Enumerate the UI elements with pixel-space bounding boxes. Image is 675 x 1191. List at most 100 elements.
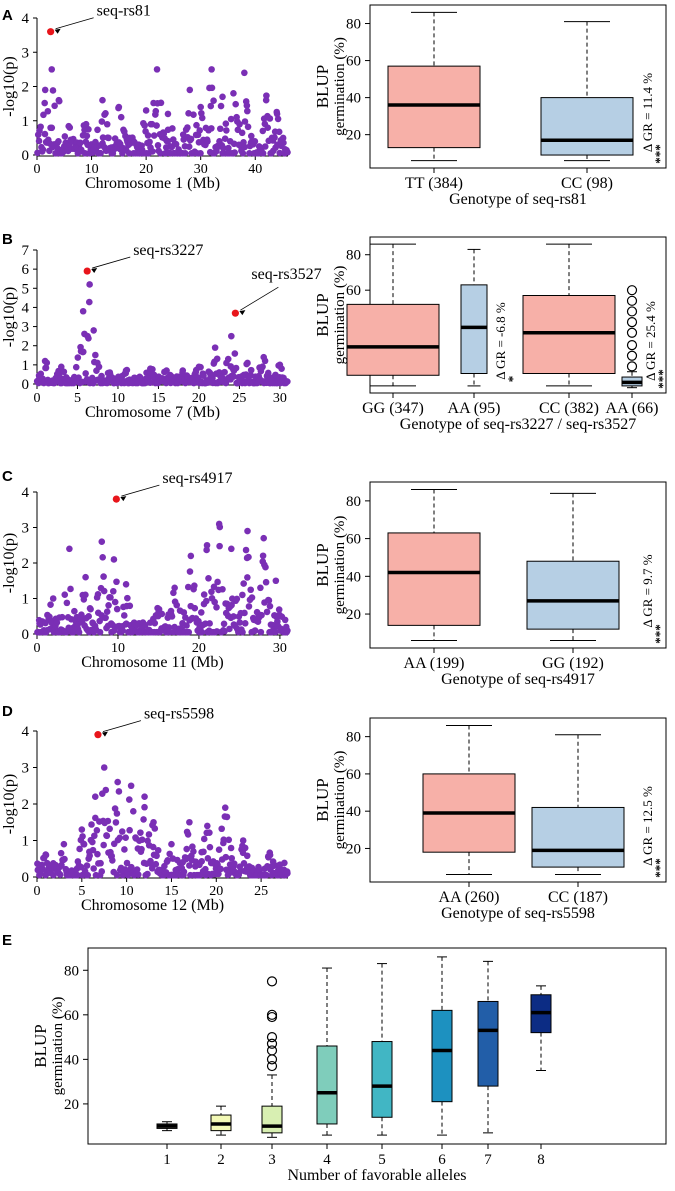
chr-chromosome-12-mb-snp-point: [144, 870, 151, 878]
chr-chromosome-11-mb-snp-point: [257, 628, 265, 636]
chr-chromosome-7-mb-snp-point: [231, 350, 239, 357]
chr-chromosome-7-mb-peak-point-seq-rs3227: [83, 267, 91, 275]
chr-chromosome-11-mb-snp-point: [241, 609, 248, 617]
chr-chromosome-11-mb-snp-point: [100, 587, 108, 595]
chr-chromosome-12-mb-snp-point: [190, 848, 197, 855]
box-genotype-of-seq-rs81-group-tt-384-x-label: TT (384): [405, 175, 463, 192]
chr-chromosome-11-mb-snp-point: [85, 613, 92, 620]
chr-chromosome-11-mb-snp-point: [260, 534, 268, 542]
chr-chromosome-7-mb-snp-point: [146, 379, 154, 386]
chr-chromosome-11-mb-snp-point: [63, 599, 71, 607]
box-number-of-favorable-alleles-group-1-x-label: 1: [163, 1152, 171, 1168]
chr-chromosome-11-mb-peak-arrow-seq-rs4917: [121, 484, 160, 497]
chr-chromosome-1-mb-snp-point: [225, 144, 232, 152]
chr-chromosome-12-mb-snp-point: [97, 859, 104, 867]
chr-chromosome-11-mb-snp-point: [248, 594, 256, 601]
chr-chromosome-11-mb-snp-point: [141, 621, 149, 629]
chr-chromosome-1-mb-snp-point: [220, 144, 227, 152]
chr-chromosome-11-mb-snp-point: [168, 613, 176, 620]
chr-chromosome-12-mb-snp-point: [141, 793, 148, 800]
chr-chromosome-12-mb-snp-point: [200, 848, 207, 856]
box-number-of-favorable-alleles-group-5-x-label: 5: [378, 1152, 386, 1168]
box-number-of-favorable-alleles-group-3-outlier: [266, 1009, 278, 1020]
box-genotype-of-seq-rs3227-seq-rs3527-y-tick-label: 80: [346, 248, 361, 264]
chr-chromosome-12-mb-x-tick-label: 5: [78, 884, 85, 899]
chr-chromosome-12-mb-snp-point: [228, 854, 236, 862]
chr-chromosome-1-mb-snp-point: [150, 132, 158, 139]
box-genotype-of-seq-rs5598-y-tick-label: 80: [346, 730, 361, 746]
chr-chromosome-12-mb-snp-point: [281, 859, 288, 867]
chr-chromosome-12-mb-y-tick-label: 4: [22, 724, 30, 740]
box-number-of-favorable-alleles-y-tick-label: 60: [64, 1008, 79, 1024]
box-number-of-favorable-alleles-group-2: [210, 1105, 232, 1136]
chr-chromosome-12-mb-snp-point: [133, 866, 141, 873]
chr-chromosome-11-mb-snp-point: [173, 601, 181, 609]
box-number-of-favorable-alleles-group-4-x-label: 4: [323, 1152, 331, 1168]
box-genotype-of-seq-rs5598-significance-0: ***: [652, 858, 667, 878]
chr-chromosome-11-mb-snp-point: [191, 604, 199, 612]
chr-chromosome-11-mb-snp-point: [151, 619, 159, 627]
box-number-of-favorable-alleles-group-3-outlier: [266, 1038, 278, 1049]
chr-chromosome-1-mb-snp-point: [247, 132, 255, 140]
chr-chromosome-12-mb-snp-point: [56, 871, 64, 878]
chr-chromosome-12-mb-snp-point: [168, 840, 175, 848]
chr-chromosome-1-mb-snp-point: [243, 102, 251, 109]
chr-chromosome-12-mb-x-tick-label: 15: [164, 884, 178, 899]
chr-chromosome-7-mb-snp-point: [232, 364, 240, 372]
box-number-of-favorable-alleles-group-4-box: [316, 1045, 338, 1125]
chr-chromosome-1-mb-snp-point: [105, 134, 112, 142]
box-genotype-of-seq-rs81-y-tick-label: 80: [346, 17, 361, 33]
chr-chromosome-12-mb-x-tick-label: 20: [209, 884, 223, 899]
chr-chromosome-11-mb-snp-point: [251, 627, 259, 634]
chr-chromosome-7-mb-x-tick-label: 25: [232, 391, 246, 406]
box-genotype-of-seq-rs5598-y-label: germination (%): [332, 751, 348, 850]
chr-chromosome-1-mb-snp-point: [39, 146, 47, 153]
chr-chromosome-12-mb-snp-point: [137, 829, 144, 836]
box-genotype-of-seq-rs4917-frame: [369, 481, 667, 649]
chr-chromosome-12-mb-snp-point: [127, 782, 135, 790]
box-number-of-favorable-alleles-group-8: [530, 985, 552, 1071]
chr-chromosome-7-mb-x-tick-label: 20: [192, 391, 206, 406]
chr-chromosome-12-mb-peak-arrowhead-seq-rs5598: [101, 731, 108, 737]
box-genotype-of-seq-rs3227-seq-rs3527-group-gg-347-x-label: GG (347): [362, 400, 424, 417]
box-number-of-favorable-alleles-group-5: [371, 963, 393, 1136]
chr-chromosome-12-mb-snp-point: [150, 818, 157, 826]
chr-chromosome-12-mb-x-axis-label: Chromosome 12 (Mb): [81, 897, 224, 914]
chr-chromosome-1-mb-snp-point: [241, 69, 248, 77]
chr-chromosome-11-mb-snp-point: [266, 602, 274, 610]
chr-chromosome-11-mb-x-tick-label: 20: [192, 641, 206, 656]
chr-chromosome-12-mb-snp-point: [153, 852, 160, 860]
chr-chromosome-1-mb-snp-point: [97, 149, 104, 157]
chr-chromosome-11-mb-snp-point: [94, 590, 102, 598]
box-genotype-of-seq-rs5598-y-label-top: BLUP: [313, 778, 332, 821]
chr-chromosome-11-mb-snp-point: [208, 588, 215, 596]
chr-chromosome-12-mb-snp-point: [129, 808, 137, 815]
chr-chromosome-1-mb-snp-point: [210, 97, 217, 105]
box-number-of-favorable-alleles-group-6-x-label: 6: [438, 1152, 446, 1168]
chr-chromosome-12-mb-snp-point: [88, 821, 95, 828]
chr-chromosome-12-mb-snp-point: [138, 836, 146, 843]
chr-chromosome-12-mb-snp-point: [140, 816, 147, 823]
chr-chromosome-11-mb-snp-point: [122, 581, 130, 588]
box-genotype-of-seq-rs4917-group-gg-192-box: [526, 560, 620, 630]
box-number-of-favorable-alleles-group-8-x-label: 8: [537, 1152, 545, 1168]
chr-chromosome-12-mb-snp-point: [206, 843, 214, 851]
chr-chromosome-1-mb-snp-point: [102, 109, 109, 117]
box-genotype-of-seq-rs4917-y-tick-label: 20: [346, 607, 361, 623]
box-genotype-of-seq-rs3227-seq-rs3527-delta-gr-0: Δ GR = -6.8 %: [493, 302, 508, 380]
chr-chromosome-7-mb-x-tick-label: 0: [34, 391, 41, 406]
chr-chromosome-11-mb-snp-point: [185, 628, 193, 636]
box-genotype-of-seq-rs4917-group-aa-199-box: [387, 532, 481, 626]
chr-chromosome-1-mb-y-tick-label: 4: [22, 11, 30, 27]
chr-chromosome-11-mb-snp-point: [171, 584, 178, 592]
chr-chromosome-7-mb-snp-point: [85, 298, 93, 306]
chr-chromosome-11-mb-snp-point: [257, 584, 264, 592]
chr-chromosome-11-mb-snp-point: [87, 605, 94, 613]
chr-chromosome-12-mb-peak-point-seq-rs5598: [94, 731, 102, 739]
chr-chromosome-11-mb-snp-point: [275, 606, 283, 613]
chr-chromosome-12-mb-snp-point: [113, 871, 121, 879]
box-genotype-of-seq-rs5598-frame: [369, 717, 667, 883]
chr-chromosome-12-mb-snp-point: [204, 822, 211, 830]
chr-chromosome-1-mb-snp-point: [154, 142, 162, 149]
chr-chromosome-12-mb-snp-point: [126, 826, 133, 834]
